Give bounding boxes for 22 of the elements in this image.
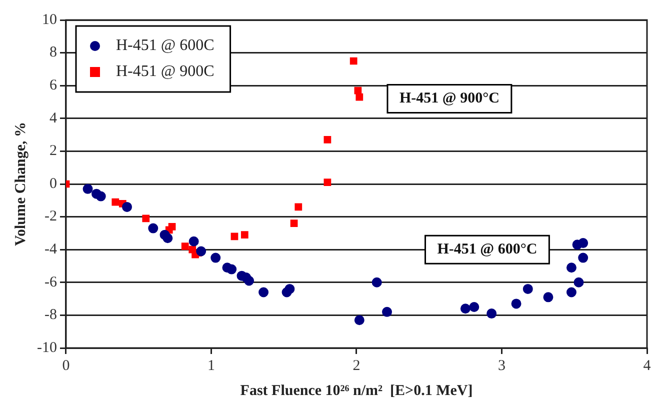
y-tick-label: -8 (44, 307, 57, 324)
y-tick-label: -4 (44, 242, 58, 258)
x-tick-label: 2 (352, 358, 360, 374)
y-tick-label: 8 (49, 44, 57, 61)
y-tick-label: 2 (49, 143, 57, 160)
x-tick-label: 0 (62, 358, 70, 374)
y-tick-label: 10 (42, 12, 57, 28)
y-tick-label: -10 (36, 340, 57, 356)
y-axis-title: Volume Change, % (12, 122, 29, 246)
y-tick-label: -2 (44, 208, 57, 225)
y-tick-label: 4 (49, 110, 58, 126)
legend-label: H-451 @ 600C (116, 37, 214, 54)
annotation: H-451 @ 900°C (399, 90, 500, 107)
annotation: H-451 @ 600°C (437, 241, 538, 258)
x-tick-label: 1 (207, 358, 215, 374)
x-tick-label: 3 (498, 358, 506, 374)
x-axis-title: Fast Fluence 10²⁶ n/m² [E>0.1 MeV] (240, 382, 473, 399)
y-tick-label: 6 (49, 78, 58, 94)
y-tick-label: -6 (44, 274, 58, 290)
x-tick-label: 4 (643, 358, 652, 374)
legend-label: H-451 @ 900C (116, 63, 214, 80)
y-tick-label: 0 (49, 176, 57, 192)
